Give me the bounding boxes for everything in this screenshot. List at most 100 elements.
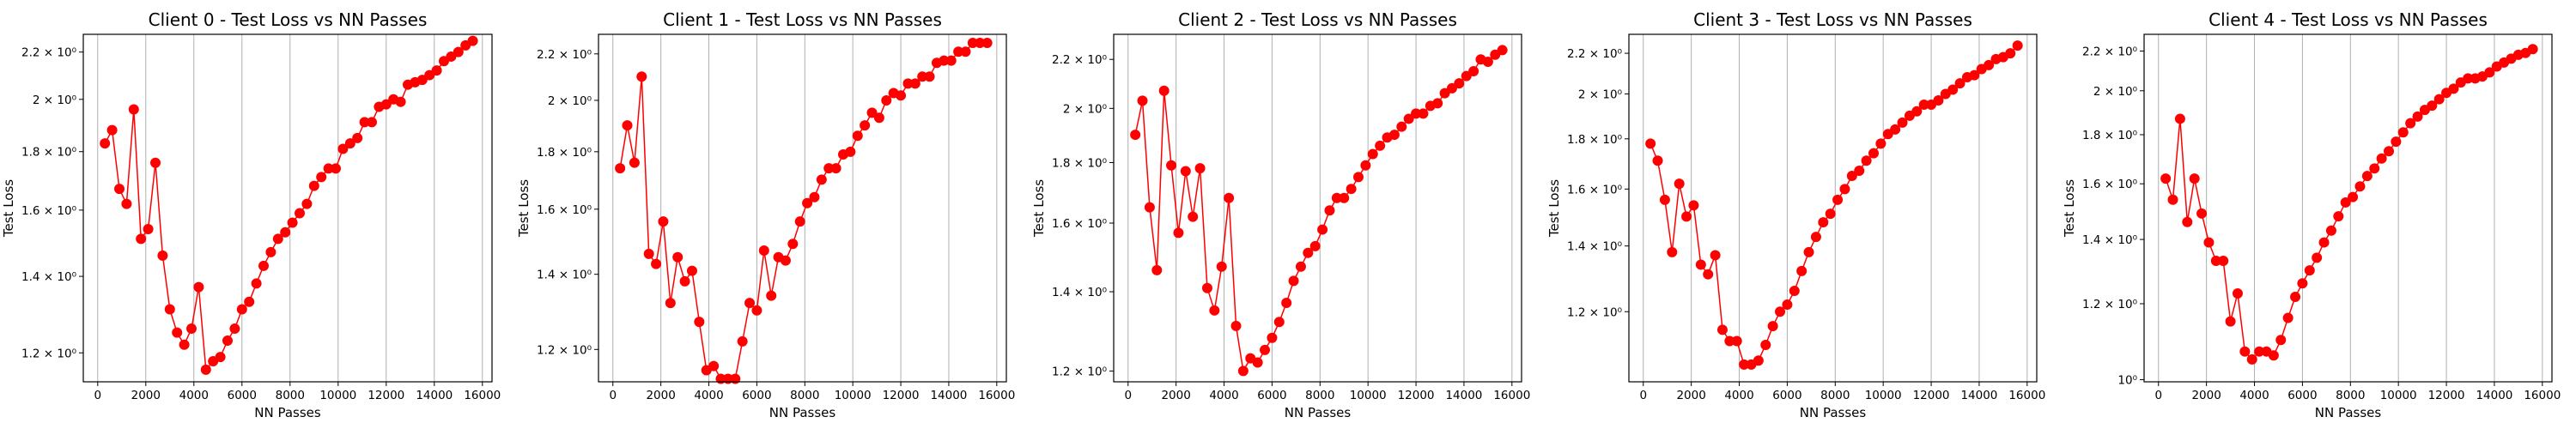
data-point — [1497, 45, 1508, 56]
data-point — [1667, 246, 1678, 257]
x-tick-label: 12000 — [1398, 389, 1435, 402]
x-axis-label: NN Passes — [2315, 405, 2382, 420]
x-tick-label: 14000 — [416, 389, 453, 402]
data-point — [830, 163, 841, 174]
chart-title: Client 1 - Test Loss vs NN Passes — [663, 9, 942, 30]
data-point — [1854, 166, 1865, 177]
data-point — [924, 71, 935, 82]
data-point — [802, 197, 813, 208]
data-point — [215, 352, 226, 363]
chart-panel-0: 0 2000 4000 6000 8000 10000 12000 14000 16000 1.2… — [1, 9, 501, 420]
y-tick-label: 1.2 × 10⁰ — [1567, 305, 1622, 319]
data-point — [1911, 106, 1923, 117]
y-tick-label: 1.4 × 10⁰ — [1052, 286, 1107, 299]
data-point — [2246, 353, 2257, 365]
x-tick-label: 12000 — [883, 389, 920, 402]
data-point — [1375, 140, 1386, 151]
data-point — [1969, 69, 1980, 81]
data-point — [1166, 160, 1177, 171]
data-point — [2384, 146, 2394, 157]
y-tick-label: 2.2 × 10⁰ — [1052, 53, 1107, 67]
data-point — [2361, 171, 2372, 182]
y-axis-label: Test Loss — [516, 179, 532, 238]
y-tick-label: 2.2 × 10⁰ — [21, 46, 76, 60]
data-point — [2167, 194, 2178, 205]
data-point — [2340, 196, 2351, 208]
data-point — [1767, 321, 1778, 332]
data-point — [164, 304, 175, 315]
data-point — [1703, 269, 1714, 280]
data-point — [1645, 138, 1656, 149]
data-point — [1710, 250, 1721, 261]
data-point — [1875, 138, 1886, 149]
data-point — [316, 172, 327, 183]
data-point — [236, 304, 247, 315]
data-point — [730, 373, 741, 384]
series-line — [619, 42, 987, 380]
y-tick-label: 1.2 × 10⁰ — [537, 343, 592, 357]
x-tick-label: 14000 — [1445, 389, 1482, 402]
data-point — [1782, 299, 1793, 311]
series-line — [1649, 45, 2019, 366]
x-tick-label: 6000 — [742, 389, 771, 402]
data-point — [2275, 335, 2287, 346]
data-point — [643, 248, 654, 259]
data-point — [308, 180, 319, 191]
data-point — [1173, 227, 1184, 239]
x-tick-label: 4000 — [694, 389, 723, 402]
data-point — [1810, 232, 1821, 243]
x-tick-label: 16000 — [1493, 389, 1530, 402]
data-point — [2160, 173, 2172, 184]
data-point — [136, 233, 147, 245]
data-point — [1681, 211, 1692, 222]
data-point — [1158, 85, 1170, 96]
x-tick-label: 14000 — [2476, 389, 2512, 402]
data-point — [658, 216, 669, 227]
chart-panel-2: 0 2000 4000 6000 8000 10000 12000 14000 16000 1.2… — [1031, 9, 1530, 420]
data-point — [809, 191, 820, 202]
data-point — [1432, 98, 1443, 109]
data-point — [1403, 113, 1414, 124]
data-point — [1454, 78, 1465, 89]
y-axis-label: Test Loss — [1031, 179, 1047, 238]
x-tick-label: 16000 — [2008, 389, 2045, 402]
data-point — [1659, 194, 1670, 205]
y-tick-label: 1.2 × 10⁰ — [1052, 365, 1107, 378]
x-tick-label: 16000 — [2524, 389, 2561, 402]
x-tick-label: 8000 — [2336, 389, 2365, 402]
series-line — [1134, 49, 1504, 373]
x-axis-label: NN Passes — [769, 405, 836, 420]
y-tick-label: 2 × 10⁰ — [1578, 88, 1622, 101]
data-point — [172, 327, 183, 338]
data-point — [395, 96, 406, 107]
data-point — [1137, 95, 1148, 106]
y-axis-label: Test Loss — [1546, 179, 1562, 238]
data-point — [751, 305, 762, 316]
data-point — [1789, 286, 1800, 297]
data-point — [1490, 49, 1501, 60]
x-tick-label: 0 — [1639, 389, 1647, 402]
data-point — [1237, 366, 1249, 377]
x-tick-label: 12000 — [2428, 389, 2465, 402]
data-point — [1396, 121, 1407, 132]
data-point — [679, 275, 690, 287]
x-tick-label: 12000 — [1913, 389, 1950, 402]
data-point — [1367, 148, 1378, 160]
y-tick-label: 1.4 × 10⁰ — [2082, 233, 2137, 247]
data-point — [186, 323, 197, 335]
x-tick-label: 8000 — [1820, 389, 1850, 402]
x-tick-label: 0 — [1124, 389, 1132, 402]
data-point — [737, 335, 748, 347]
y-tick-label: 2 × 10⁰ — [2093, 85, 2137, 99]
data-point — [1224, 192, 1235, 203]
x-axis-label: NN Passes — [1800, 405, 1867, 420]
data-point — [222, 335, 233, 346]
x-axis-label: NN Passes — [254, 405, 321, 420]
series-line — [104, 40, 473, 372]
data-point — [258, 260, 269, 271]
data-point — [2268, 350, 2279, 361]
data-point — [629, 157, 640, 168]
data-point — [2297, 278, 2308, 289]
y-tick-label: 2.2 × 10⁰ — [537, 48, 592, 62]
x-tick-label: 2000 — [131, 389, 161, 402]
